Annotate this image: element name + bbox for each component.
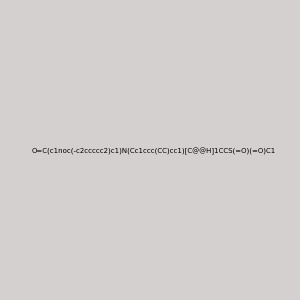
Text: O=C(c1noc(-c2ccccc2)c1)N(Cc1ccc(CC)cc1)[C@@H]1CCS(=O)(=O)C1: O=C(c1noc(-c2ccccc2)c1)N(Cc1ccc(CC)cc1)[…: [32, 148, 276, 155]
